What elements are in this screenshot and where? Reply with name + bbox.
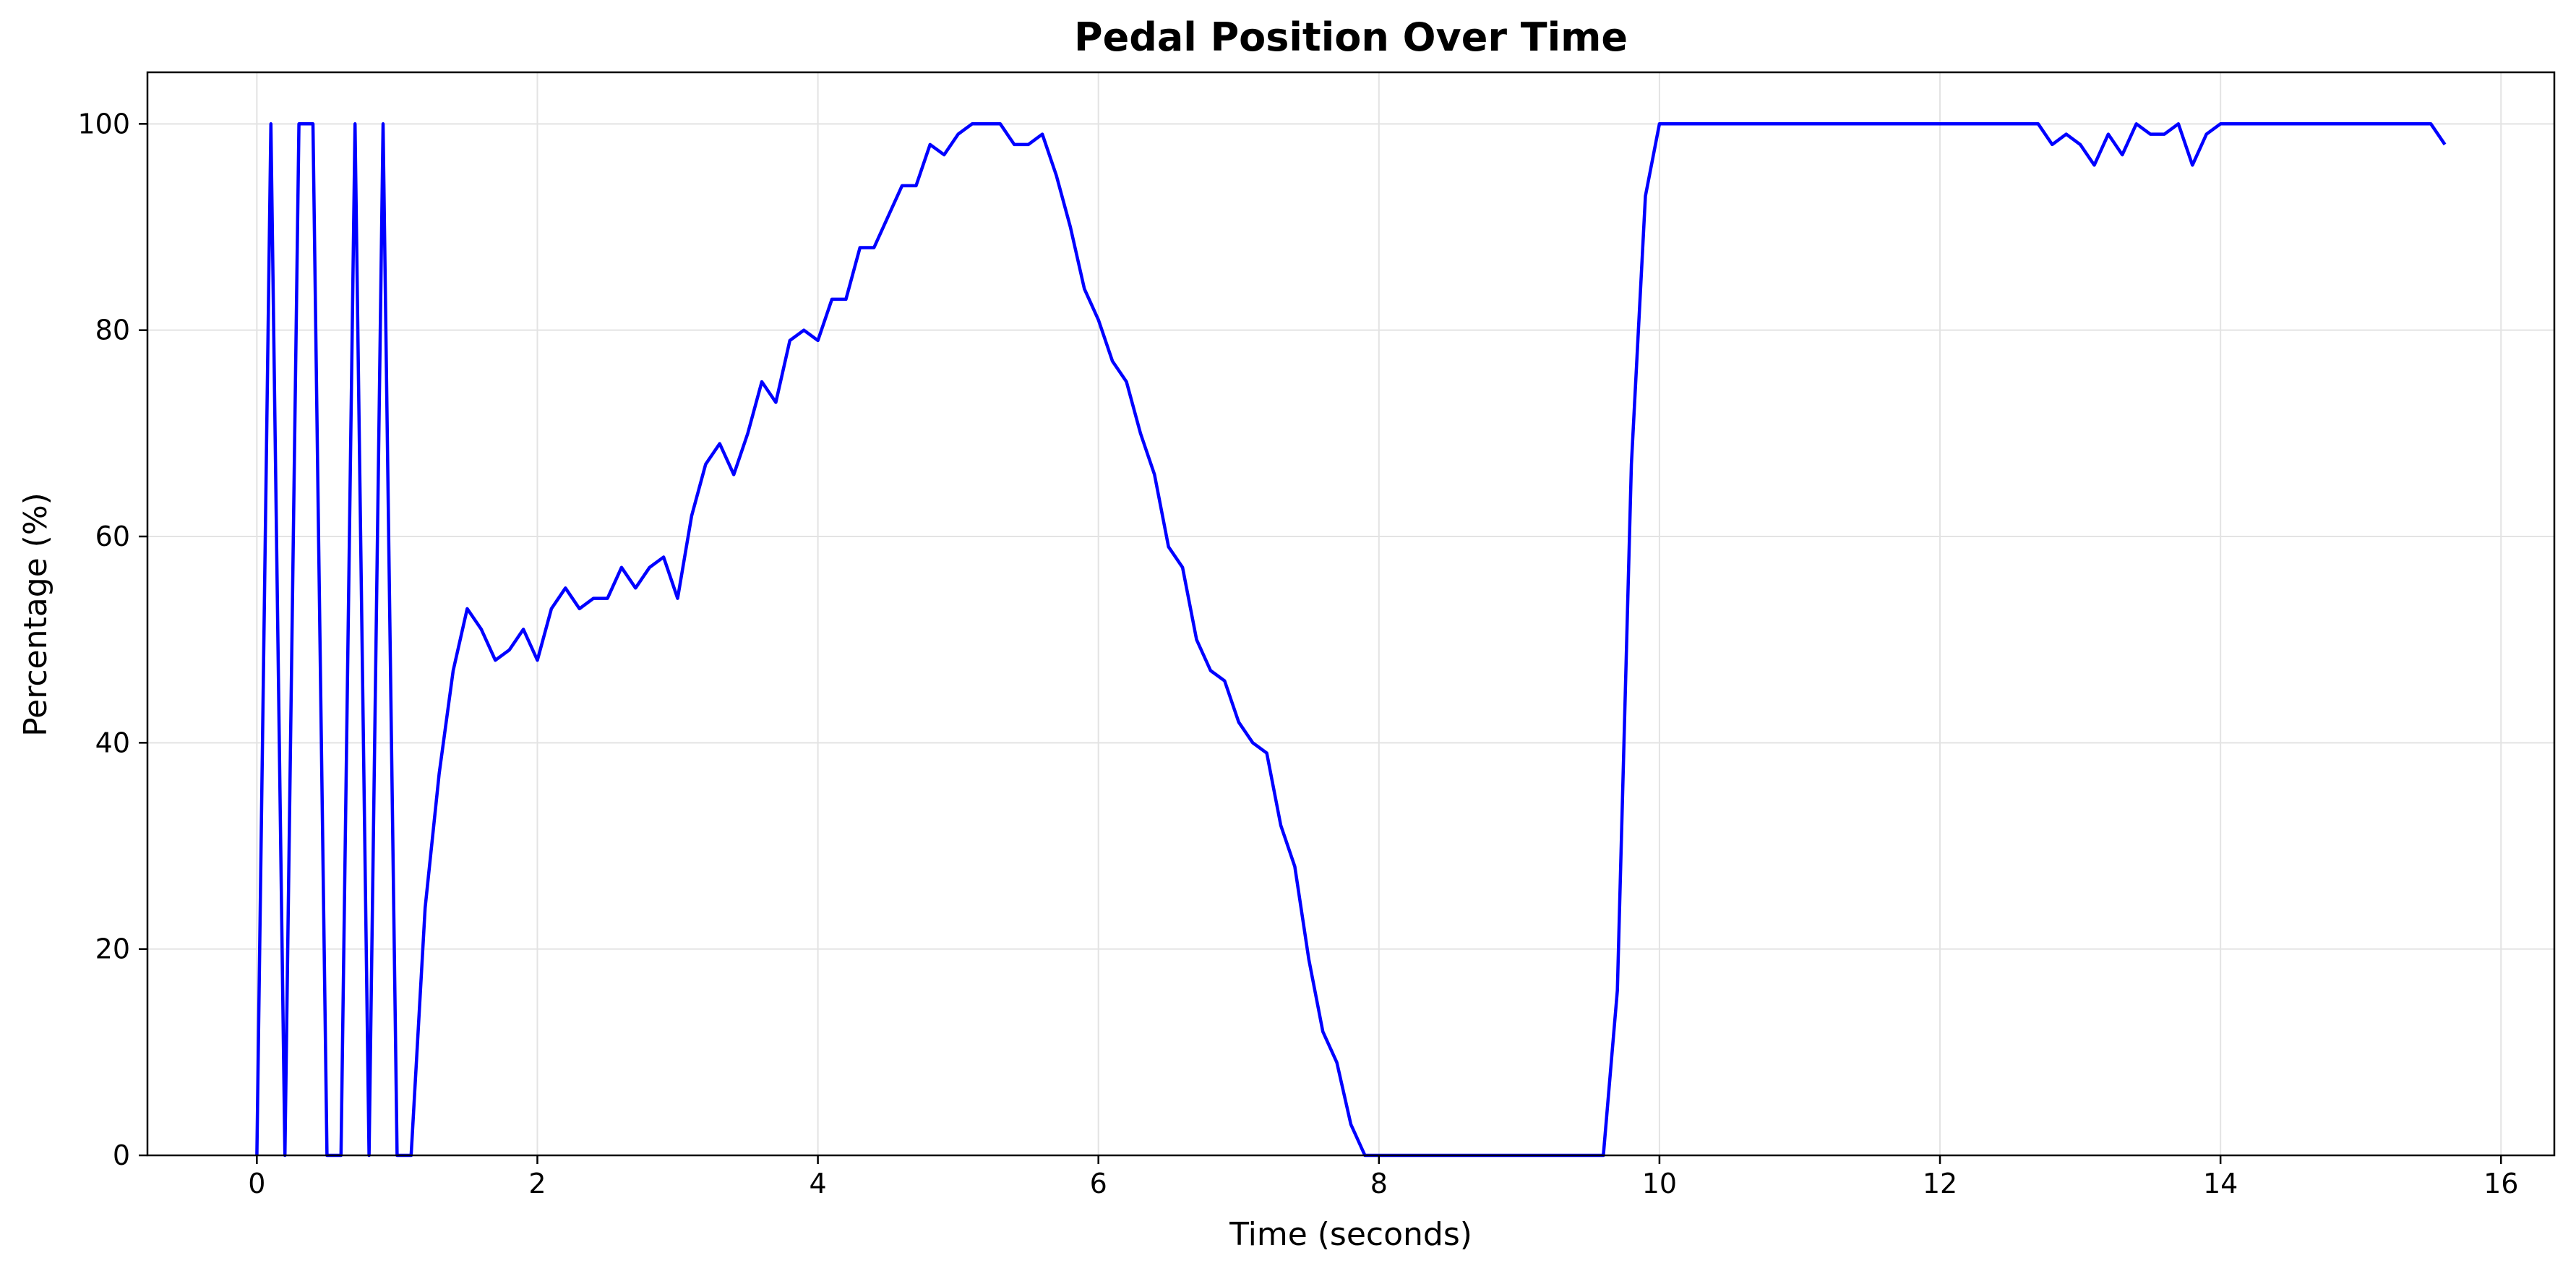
y-tick-label: 80 [95, 315, 130, 346]
pedal-position-line [255, 122, 2447, 1158]
x-axis-label: Time (seconds) [1229, 1216, 1472, 1253]
x-tick-label: 12 [1923, 1168, 1957, 1199]
x-tick-label: 6 [1090, 1168, 1107, 1199]
y-tick-label: 40 [95, 727, 130, 758]
y-axis-label: Percentage (%) [17, 492, 54, 737]
x-tick-label: 2 [528, 1168, 546, 1199]
plot-area-frame [146, 71, 2556, 1157]
x-tick-label: 4 [809, 1168, 826, 1199]
x-tick-label: 0 [248, 1168, 265, 1199]
chart-title: Pedal Position Over Time [1074, 14, 1628, 60]
x-tick-label: 16 [2483, 1168, 2518, 1199]
x-tick-label: 8 [1370, 1168, 1388, 1199]
y-tick-label: 100 [77, 108, 130, 140]
y-tick-label: 60 [95, 521, 130, 552]
x-tick-label: 10 [1642, 1168, 1677, 1199]
axis-ticks: 0 2 4 6 8 10 12 14 16 0 20 40 60 80 100 [77, 108, 2518, 1199]
y-tick-label: 0 [113, 1139, 130, 1171]
data-series [255, 122, 2447, 1158]
y-tick-label: 20 [95, 933, 130, 965]
x-tick-label: 14 [2203, 1168, 2238, 1199]
